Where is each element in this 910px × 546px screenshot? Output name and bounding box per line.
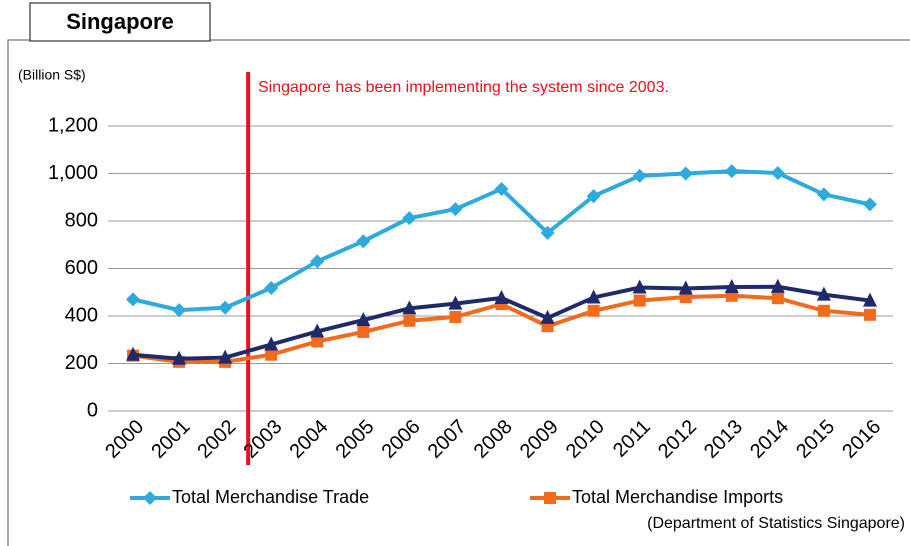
data-point bbox=[126, 292, 141, 307]
x-tick-label: 2000 bbox=[101, 416, 148, 463]
data-point bbox=[402, 300, 417, 315]
data-point bbox=[678, 166, 693, 181]
data-point bbox=[402, 211, 417, 226]
y-tick-label: 200 bbox=[65, 352, 98, 374]
x-tick-label: 2014 bbox=[746, 416, 793, 463]
x-tick-label: 2004 bbox=[286, 416, 333, 463]
x-tick-label: 2016 bbox=[838, 416, 885, 463]
data-point bbox=[265, 348, 278, 361]
data-point bbox=[817, 304, 830, 317]
y-tick-label: 800 bbox=[65, 209, 98, 231]
x-tick-label: 2015 bbox=[792, 416, 839, 463]
data-point bbox=[633, 294, 646, 307]
data-point bbox=[586, 189, 601, 204]
legend-marker bbox=[143, 491, 157, 505]
data-point bbox=[632, 279, 647, 294]
x-tick-label: 2005 bbox=[332, 416, 379, 463]
data-point bbox=[816, 187, 831, 202]
data-point bbox=[678, 280, 693, 295]
data-point bbox=[448, 202, 463, 217]
data-point bbox=[218, 300, 233, 315]
frame bbox=[7, 39, 910, 546]
data-point bbox=[724, 164, 739, 179]
data-point bbox=[126, 346, 141, 361]
data-point bbox=[310, 323, 325, 338]
data-point bbox=[494, 181, 509, 196]
data-point bbox=[770, 166, 785, 181]
data-point bbox=[724, 279, 739, 294]
legend-label: Total Merchandise Trade bbox=[172, 487, 369, 507]
data-point bbox=[494, 289, 509, 304]
x-tick-label: 2008 bbox=[470, 416, 517, 463]
data-point bbox=[172, 350, 187, 365]
data-point bbox=[448, 295, 463, 310]
data-point bbox=[862, 292, 877, 307]
data-point bbox=[356, 234, 371, 249]
data-point bbox=[862, 197, 877, 212]
x-tick-label: 2013 bbox=[700, 416, 747, 463]
y-tick-label: 1,000 bbox=[48, 162, 98, 184]
data-point bbox=[863, 308, 876, 321]
annotation: Singapore has been implementing the syst… bbox=[258, 79, 669, 96]
data-point bbox=[357, 325, 370, 338]
data-point bbox=[586, 289, 601, 304]
data-point bbox=[587, 304, 600, 317]
data-point bbox=[403, 314, 416, 327]
data-point bbox=[311, 335, 324, 348]
x-tick-label: 2012 bbox=[654, 416, 701, 463]
data-point bbox=[356, 312, 371, 327]
legend-label: Total Merchandise Imports bbox=[572, 487, 783, 507]
data-point bbox=[540, 225, 555, 240]
data-point bbox=[218, 349, 233, 364]
data-point bbox=[172, 303, 187, 318]
x-tick-label: 2006 bbox=[378, 416, 425, 463]
x-tick-label: 2001 bbox=[147, 416, 194, 463]
data-point bbox=[264, 280, 279, 295]
y-tick-label: 0 bbox=[87, 399, 98, 421]
x-tick-label: 2007 bbox=[424, 416, 471, 463]
legend-marker bbox=[544, 492, 556, 504]
x-tick-label: 2010 bbox=[562, 416, 609, 463]
y-axis-label: (Billion S$) bbox=[18, 67, 86, 83]
y-tick-label: 1,200 bbox=[48, 114, 98, 136]
title-box bbox=[29, 2, 211, 42]
chart-title: Singapore bbox=[66, 9, 174, 34]
data-point bbox=[540, 309, 555, 324]
x-tick-label: 2002 bbox=[193, 416, 240, 463]
data-point bbox=[310, 254, 325, 269]
source: (Department of Statistics Singapore) bbox=[647, 515, 905, 532]
data-point bbox=[771, 292, 784, 305]
data-point bbox=[770, 278, 785, 293]
y-tick-label: 400 bbox=[65, 304, 98, 326]
data-point bbox=[264, 336, 279, 351]
x-tick-label: 2009 bbox=[516, 416, 563, 463]
data-point bbox=[632, 168, 647, 183]
y-tick-label: 600 bbox=[65, 257, 98, 279]
data-point bbox=[816, 286, 831, 301]
x-tick-label: 2011 bbox=[609, 416, 655, 462]
data-point bbox=[449, 310, 462, 323]
